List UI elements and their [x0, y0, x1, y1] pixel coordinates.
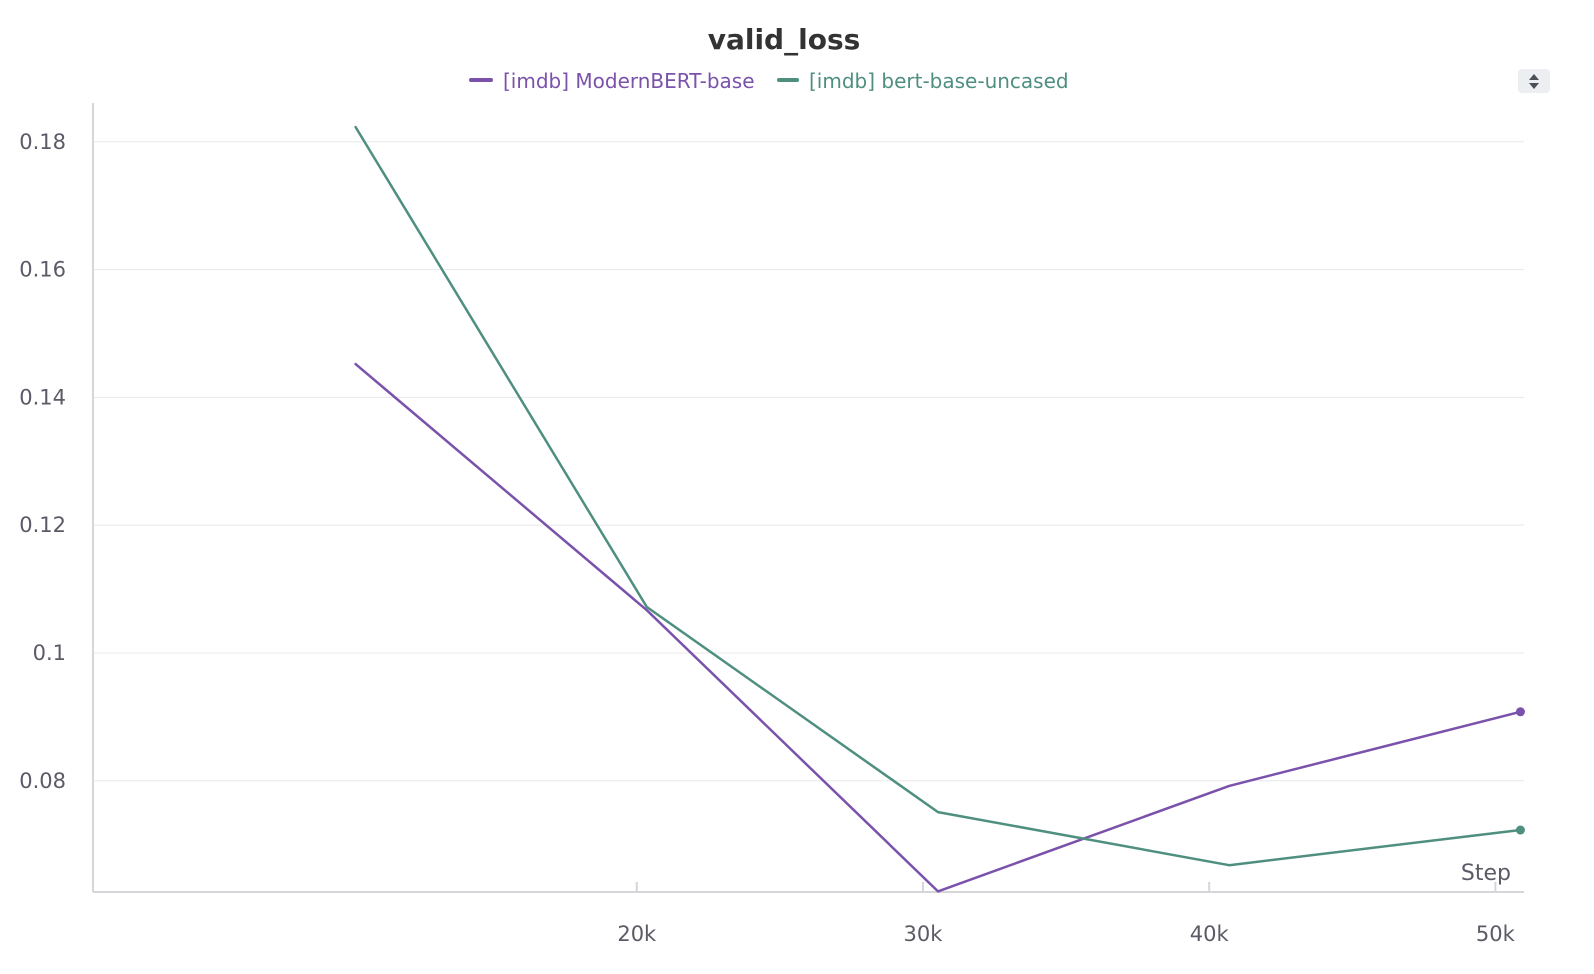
- x-axis-label: Step: [1461, 861, 1511, 886]
- axes: [92, 103, 1524, 893]
- x-tick-label: 50k: [1476, 922, 1516, 946]
- legend[interactable]: [imdb] ModernBERT-base [imdb] bert-base-…: [469, 69, 1069, 93]
- y-tick-label: 0.16: [19, 258, 66, 282]
- y-tick-label: 0.14: [19, 385, 66, 409]
- sort-down-icon: [1529, 82, 1539, 89]
- gridlines: [93, 141, 1524, 782]
- sort-up-icon: [1529, 73, 1539, 80]
- series-end-marker-modernbert[interactable]: [1515, 707, 1525, 717]
- x-axis-ticks: 20k 30k 40k 50k: [617, 882, 1516, 946]
- y-tick-label: 0.12: [19, 513, 66, 537]
- chart-title: valid_loss: [708, 23, 861, 56]
- series-line-bert-base[interactable]: [354, 125, 1522, 867]
- legend-label-bert-base: [imdb] bert-base-uncased: [809, 69, 1069, 93]
- series-line-modernbert[interactable]: [354, 362, 1522, 893]
- y-tick-label: 0.18: [19, 130, 66, 154]
- y-tick-label: 0.08: [19, 769, 66, 793]
- series-bert-base[interactable]: [354, 125, 1525, 867]
- y-tick-label: 0.1: [33, 641, 66, 665]
- series-layer[interactable]: [354, 125, 1525, 893]
- x-tick-label: 30k: [904, 922, 944, 946]
- series-modernbert[interactable]: [354, 362, 1525, 893]
- series-end-marker-bert-base[interactable]: [1515, 825, 1525, 835]
- y-axis-ticks: 0.08 0.1 0.12 0.14 0.16 0.18: [19, 130, 66, 793]
- legend-label-modernbert: [imdb] ModernBERT-base: [503, 69, 755, 93]
- legend-item-modernbert[interactable]: [imdb] ModernBERT-base: [469, 69, 755, 93]
- legend-sort-button[interactable]: [1518, 69, 1550, 93]
- x-tick-label: 20k: [617, 922, 657, 946]
- x-tick-label: 40k: [1190, 922, 1230, 946]
- legend-item-bert-base[interactable]: [imdb] bert-base-uncased: [777, 69, 1069, 93]
